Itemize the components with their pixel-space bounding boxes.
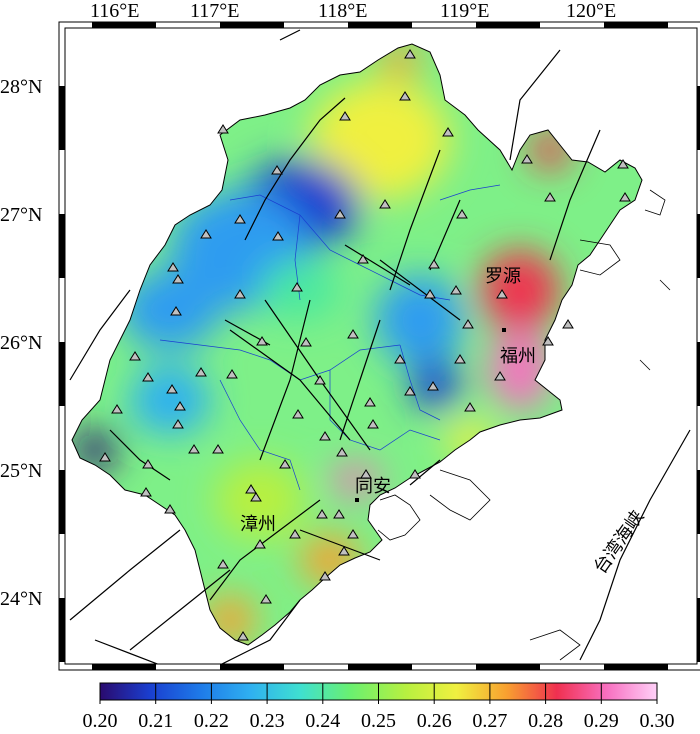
lat-label-24: 24°N xyxy=(0,588,42,610)
city-label-luoyuan: 罗源 xyxy=(485,266,521,287)
station-markers xyxy=(99,49,631,641)
sea-label-taiwan-strait: 台湾海峡 xyxy=(590,507,648,578)
fault-lines xyxy=(69,29,691,664)
colorbar-tick-label: 0.25 xyxy=(361,710,396,732)
colorbar-tick-label: 0.26 xyxy=(417,710,452,732)
province-boundary xyxy=(71,43,643,646)
lon-label-120: 120°E xyxy=(566,0,616,22)
lat-label-28: 28°N xyxy=(0,76,42,98)
colorbar-tick-label: 0.22 xyxy=(194,710,229,732)
lon-label-116: 116°E xyxy=(90,0,139,22)
colorbar-tick-label: 0.30 xyxy=(640,710,675,732)
city-markers xyxy=(355,328,506,502)
colorbar-tick-label: 0.28 xyxy=(528,710,563,732)
lon-label-118: 118°E xyxy=(318,0,367,22)
city-label-tongan: 同安 xyxy=(355,476,391,497)
frame-ticks xyxy=(59,22,700,670)
colorbar-tick-label: 0.23 xyxy=(250,710,285,732)
lon-label-119: 119°E xyxy=(440,0,489,22)
colorbar-tick-label: 0.24 xyxy=(305,710,340,732)
colorbar-ticks xyxy=(99,683,658,704)
lon-label-117: 117°E xyxy=(190,0,239,22)
colorbar-tick-label: 0.21 xyxy=(138,710,173,732)
coastline-detail xyxy=(377,189,671,661)
city-label-fuzhou: 福州 xyxy=(500,346,536,367)
lat-label-26: 26°N xyxy=(0,332,42,354)
colorbar-tick-label: 0.20 xyxy=(83,710,118,732)
lat-label-25: 25°N xyxy=(0,460,42,482)
colorbar-tick-label: 0.27 xyxy=(472,710,507,732)
colorbar-tick-label: 0.29 xyxy=(584,710,619,732)
city-label-zhangzhou: 漳州 xyxy=(240,514,276,535)
lat-label-27: 27°N xyxy=(0,204,42,226)
colorbar-labels: 0.20 0.21 0.22 0.23 0.24 0.25 0.26 0.27 0.28 0.29… xyxy=(83,710,675,732)
